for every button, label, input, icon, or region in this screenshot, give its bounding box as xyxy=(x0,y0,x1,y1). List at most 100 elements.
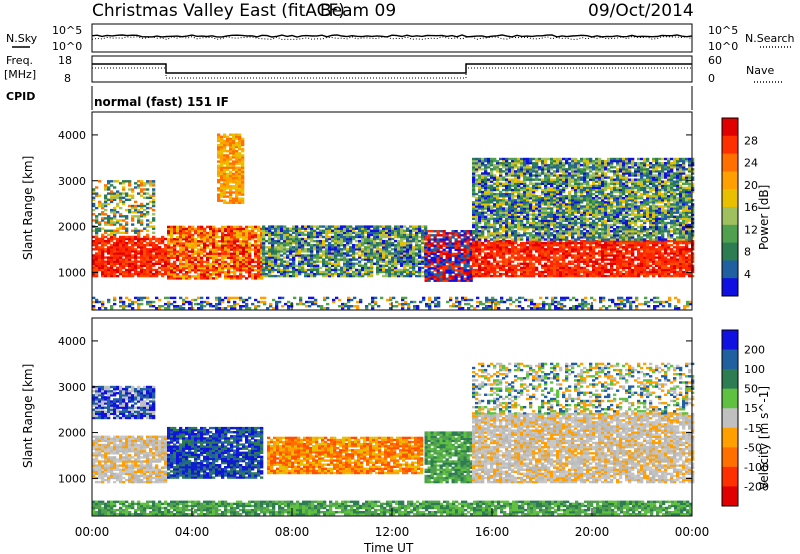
heatmap-cell xyxy=(592,274,596,278)
heatmap-cell xyxy=(304,260,308,263)
heatmap-cell xyxy=(424,271,428,274)
heatmap-cell xyxy=(358,231,362,234)
heatmap-cell xyxy=(113,198,117,201)
heatmap-cell xyxy=(241,143,245,147)
heatmap-cell xyxy=(131,244,135,247)
heatmap-cell xyxy=(349,260,353,263)
heatmap-cell xyxy=(307,264,311,267)
heatmap-cell xyxy=(688,262,692,265)
heatmap-cell xyxy=(586,272,590,276)
heatmap-cell xyxy=(532,244,536,247)
heatmap-cell xyxy=(215,256,219,259)
heatmap-cell xyxy=(409,229,413,232)
heatmap-cell xyxy=(194,269,198,272)
heatmap-cell xyxy=(92,213,96,216)
heatmap-cell xyxy=(107,250,111,253)
heatmap-cell xyxy=(220,168,224,171)
heatmap-cell xyxy=(466,265,470,268)
heatmap-cell xyxy=(499,246,503,249)
heatmap-cell xyxy=(194,271,198,274)
heatmap-cell xyxy=(131,266,135,270)
heatmap-cell xyxy=(628,250,632,253)
heatmap-cell xyxy=(298,250,302,253)
heatmap-cell xyxy=(200,225,204,229)
heatmap-cell xyxy=(352,250,356,253)
heatmap-cell xyxy=(448,244,452,247)
heatmap-cell xyxy=(523,266,527,270)
heatmap-cell xyxy=(427,230,431,233)
heatmap-cell xyxy=(574,268,578,272)
heatmap-cell xyxy=(454,254,458,258)
heatmap-cell xyxy=(502,209,506,212)
heatmap-cell xyxy=(577,264,581,267)
heatmap-cell xyxy=(310,268,314,272)
heatmap-cell xyxy=(517,238,521,241)
heatmap-cell xyxy=(379,270,383,274)
heatmap-cell xyxy=(469,258,473,262)
heatmap-cell xyxy=(526,221,530,225)
heatmap-cell xyxy=(185,277,189,280)
heatmap-cell xyxy=(400,256,404,259)
heatmap-cell xyxy=(490,184,494,187)
heatmap-cell xyxy=(221,250,225,253)
heatmap-cell xyxy=(508,217,512,220)
heatmap-cell xyxy=(265,250,269,253)
heatmap-cell xyxy=(328,229,332,232)
heatmap-cell xyxy=(388,246,392,249)
heatmap-cell xyxy=(220,164,224,167)
heatmap-cell xyxy=(610,239,614,243)
heatmap-cell xyxy=(616,272,620,276)
heatmap-cell xyxy=(460,271,464,274)
heatmap-cell xyxy=(487,180,491,183)
heatmap-cell xyxy=(343,244,347,247)
heatmap-cell xyxy=(592,270,596,274)
heatmap-cell xyxy=(134,252,138,255)
heatmap-cell xyxy=(664,258,668,261)
heatmap-cell xyxy=(667,260,671,263)
heatmap-cell xyxy=(101,248,105,251)
heatmap-cell xyxy=(224,260,228,264)
heatmap-cell xyxy=(119,182,123,185)
heatmap-cell xyxy=(223,158,227,161)
heatmap-cell xyxy=(391,258,395,261)
heatmap-cell xyxy=(565,241,569,245)
heatmap-cell xyxy=(466,256,470,260)
heatmap-cell xyxy=(227,225,231,229)
heatmap-cell xyxy=(382,266,386,270)
heatmap-cell xyxy=(194,238,198,241)
heatmap-cell xyxy=(334,258,338,261)
heatmap-cell xyxy=(122,258,126,261)
heatmap-cell xyxy=(688,250,692,253)
heatmap-cell xyxy=(152,225,156,228)
heatmap-cell xyxy=(484,219,488,223)
heatmap-cell xyxy=(643,241,647,245)
heatmap-cell xyxy=(616,262,620,265)
heatmap-cell xyxy=(538,270,542,274)
heatmap-cell xyxy=(218,244,222,247)
heatmap-cell xyxy=(238,160,242,163)
heatmap-cell xyxy=(511,211,515,214)
heatmap-cell xyxy=(442,277,446,280)
heatmap-cell xyxy=(257,246,261,249)
heatmap-cell xyxy=(361,266,365,270)
heatmap-cell xyxy=(346,258,350,261)
heatmap-cell xyxy=(487,248,491,251)
heatmap-cell xyxy=(125,260,129,263)
heatmap-cell xyxy=(223,166,227,169)
heatmap-cell xyxy=(257,227,261,231)
heatmap-cell xyxy=(310,225,314,228)
heatmap-cell xyxy=(442,273,446,276)
heatmap-cell xyxy=(122,270,126,274)
heatmap-cell xyxy=(292,272,296,276)
heatmap-cell xyxy=(679,252,683,255)
heatmap-cell xyxy=(170,277,174,280)
heatmap-cell xyxy=(104,213,108,216)
heatmap-cell xyxy=(565,262,569,265)
heatmap-cell xyxy=(394,258,398,261)
heatmap-cell xyxy=(307,237,311,241)
heatmap-cell xyxy=(556,244,560,247)
heatmap-cell xyxy=(628,252,632,255)
heatmap-cell xyxy=(433,234,437,237)
heatmap-cell xyxy=(667,272,671,276)
heatmap-cell xyxy=(565,264,569,267)
